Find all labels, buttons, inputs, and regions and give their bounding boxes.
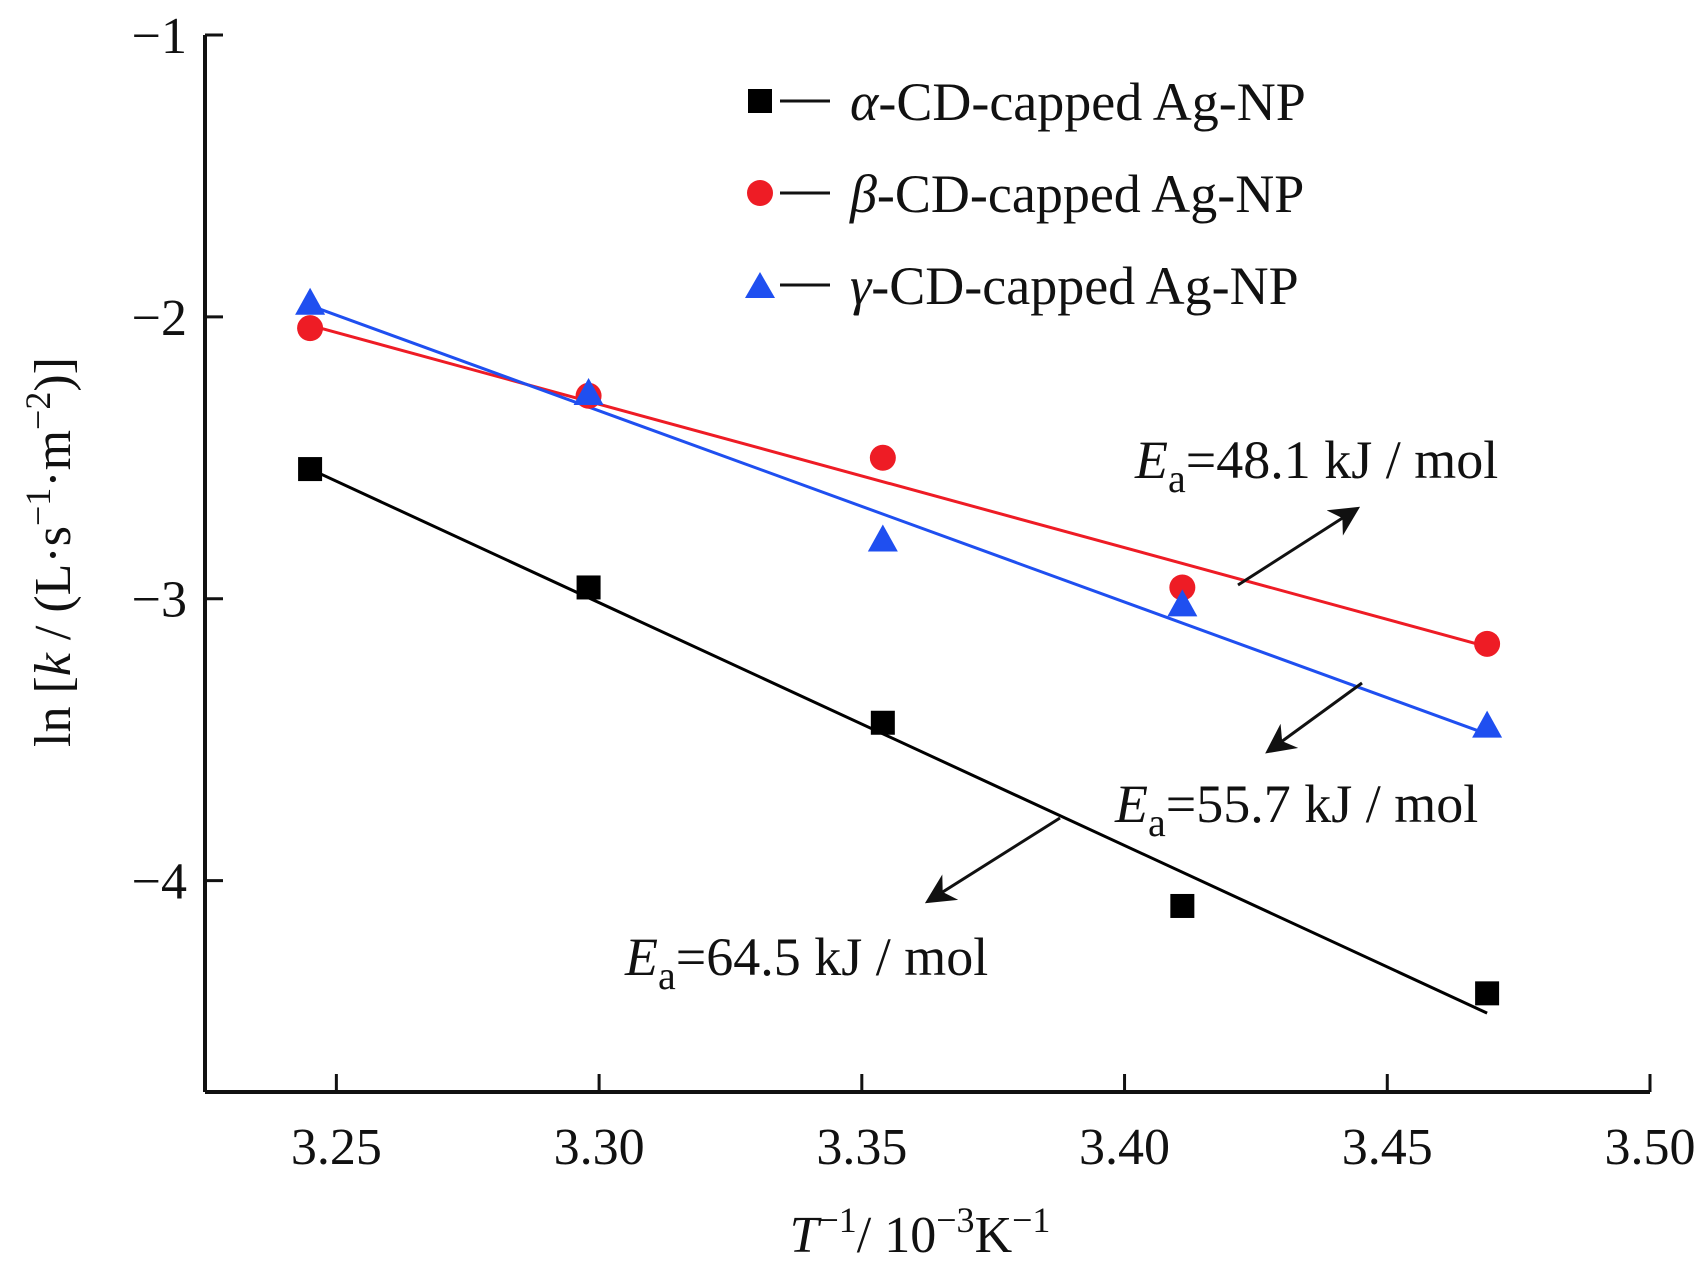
data-points: [295, 287, 1503, 1006]
x-axis-label-exp2: −3: [936, 1200, 974, 1240]
y-axis-label-var: k: [25, 652, 82, 676]
y-tick-label: −1: [132, 8, 187, 65]
x-axis-label-var: T: [790, 1207, 822, 1264]
legend-item-alpha: α-CD-capped Ag-NP: [748, 72, 1306, 132]
x-tick-label: 3.35: [816, 1119, 907, 1176]
x-axis-label-mid: / 10: [857, 1207, 936, 1264]
fit-lines: [309, 304, 1488, 1015]
x-tick-label: 3.25: [291, 1119, 382, 1176]
y-tick-label: −3: [132, 572, 187, 629]
fit-line: [309, 323, 1488, 649]
ea-label-beta: Ea=48.1 kJ / mol: [1134, 430, 1498, 501]
legend-marker-circle: [747, 180, 773, 206]
data-point-circle: [1169, 574, 1196, 601]
legend-label: α-CD-capped Ag-NP: [850, 72, 1306, 132]
data-point-square: [1475, 981, 1500, 1006]
legend-marker-triangle: [745, 272, 775, 298]
legend-item-beta: β-CD-capped Ag-NP: [747, 164, 1304, 224]
data-point-square: [870, 710, 895, 735]
x-axis-label-exp1: −1: [818, 1200, 856, 1240]
data-point-square: [298, 457, 323, 482]
data-point-triangle: [295, 287, 326, 315]
x-tick-label: 3.50: [1605, 1119, 1696, 1176]
fit-line: [309, 304, 1488, 736]
annotation-arrows: [924, 506, 1363, 904]
y-axis-label-exp2: −2: [18, 392, 58, 430]
y-axis-label-pre: ln [: [25, 676, 82, 747]
y-tick-label: −4: [132, 854, 187, 911]
data-point-square: [576, 575, 601, 600]
data-point-triangle: [1472, 710, 1503, 738]
x-axis-label: T−1/ 10−3K−1: [790, 1200, 1051, 1264]
y-axis-label-dot: ·m: [25, 430, 82, 488]
data-point-triangle: [867, 524, 898, 552]
plot-frame: [203, 35, 1650, 1094]
y-axis-label-mid: / (L·s: [25, 526, 82, 653]
legend: α-CD-capped Ag-NP β-CD-capped Ag-NP γ-CD…: [745, 72, 1306, 316]
x-axis-label-exp3: −1: [1012, 1200, 1050, 1240]
legend-label: γ-CD-capped Ag-NP: [850, 256, 1299, 316]
axis-ticks: 3.25 3.30 3.35 3.40 3.45 3.50 −1 −2 −3 −4: [132, 8, 1696, 1176]
x-tick-label: 3.40: [1079, 1119, 1170, 1176]
ea-label-gamma: Ea=55.7 kJ / mol: [1114, 774, 1478, 845]
ea-arrow-beta: [1237, 506, 1361, 587]
x-axis-label-unit: K: [975, 1207, 1013, 1264]
legend-item-gamma: γ-CD-capped Ag-NP: [745, 256, 1299, 316]
data-point-circle: [1474, 630, 1501, 657]
fit-line: [309, 467, 1488, 1015]
x-tick-label: 3.30: [554, 1119, 645, 1176]
ea-label-alpha: Ea=64.5 kJ / mol: [624, 927, 988, 998]
y-axis-label-post: )]: [25, 357, 82, 392]
y-tick-label: −2: [132, 290, 187, 347]
data-point-square: [1170, 893, 1195, 918]
ea-arrow-alpha: [924, 816, 1061, 904]
data-point-circle: [297, 315, 324, 342]
data-point-circle: [869, 444, 896, 471]
ea-arrow-gamma: [1265, 681, 1363, 754]
legend-marker-square: [748, 89, 772, 113]
data-point-triangle: [1167, 589, 1198, 617]
y-axis-label-exp1: −1: [18, 488, 58, 526]
y-axis-label: ln [k / (L·s−1·m−2)]: [18, 357, 82, 747]
data-point-triangle: [573, 377, 604, 405]
legend-label: β-CD-capped Ag-NP: [849, 164, 1304, 224]
x-tick-label: 3.45: [1342, 1119, 1433, 1176]
